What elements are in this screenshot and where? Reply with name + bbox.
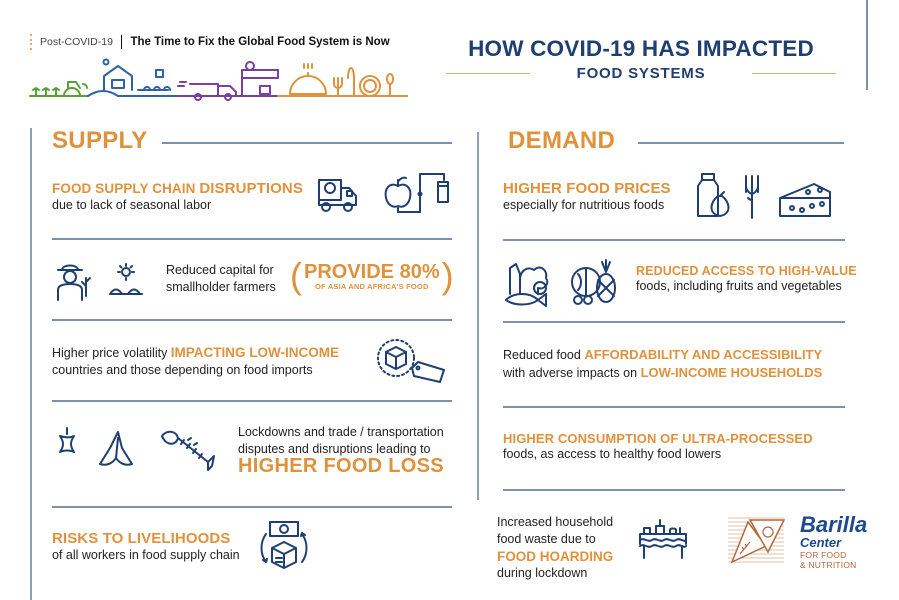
- series-label: Post-COVID-19: [40, 36, 113, 48]
- supply-item-capital: Reduced capital for smallholder farmers: [166, 262, 276, 296]
- body-part: Higher price volatility: [52, 346, 171, 360]
- callout-figure: PROVIDE 80%: [304, 260, 440, 283]
- body-line: food waste due to: [497, 532, 596, 546]
- demand-item-ultra-processed: HIGHER CONSUMPTION OF ULTRA-PROCESSED fo…: [503, 431, 813, 463]
- open-paren: (: [290, 255, 302, 296]
- body-line: Reduced capital for: [166, 263, 274, 277]
- demand-item-heading: HIGHER CONSUMPTION OF ULTRA-PROCESSED: [503, 431, 813, 446]
- demand-item-heading: HIGHER FOOD PRICES: [503, 180, 671, 197]
- demand-item-heading: REDUCED ACCESS TO HIGH-VALUE: [636, 264, 857, 278]
- farmer-icon: [57, 264, 91, 301]
- dots-decoration: [30, 34, 33, 50]
- supply-item-livelihoods: RISKS TO LIVELIHOODS of all workers in f…: [52, 530, 240, 564]
- box-price-tag-icon: [377, 339, 445, 383]
- cheese-icon: [779, 183, 831, 217]
- supply-item-body: of all workers in food supply chain: [52, 548, 240, 562]
- body-line: countries and those depending on food im…: [52, 363, 313, 377]
- supply-column-border: [30, 128, 32, 600]
- demand-item-body: foods, including fruits and vegetables: [636, 279, 842, 293]
- demand-title-rule: [638, 142, 844, 144]
- body-line: Lockdowns and trade / transportation: [238, 425, 444, 439]
- supply-item-heading: RISKS TO LIVELIHOODS: [52, 530, 231, 547]
- demand-item-access: REDUCED ACCESS TO HIGH-VALUE foods, incl…: [636, 264, 857, 295]
- provide-80-callout: ( PROVIDE 80% OF ASIA AND AFRICA'S FOOD …: [290, 258, 454, 294]
- fruits-pineapple-icon: [571, 259, 616, 305]
- heading-emphasis: DISRUPTIONS: [199, 180, 303, 197]
- vegetables-fish-icon: [505, 263, 549, 307]
- body-part: with adverse impacts on: [503, 366, 641, 380]
- highlight: HIGHER FOOD LOSS: [238, 455, 444, 477]
- logo-line3: FOR FOOD: [800, 550, 847, 560]
- divider: [52, 400, 452, 402]
- logo-brand: Barilla: [800, 512, 868, 537]
- barilla-emblem-icon: [728, 517, 786, 564]
- subtitle-rule-left: [446, 73, 530, 74]
- tagline: The Time to Fix the Global Food System i…: [130, 36, 390, 48]
- page-title: HOW COVID-19 HAS IMPACTED: [468, 36, 814, 61]
- overflowing-table-icon: [639, 519, 687, 559]
- supply-item-food-loss: Lockdowns and trade / transportation dis…: [238, 424, 444, 477]
- fish-bone-icon: [161, 430, 215, 471]
- supply-title: SUPPLY: [52, 127, 148, 154]
- heading-part: FOOD SUPPLY CHAIN: [52, 181, 200, 196]
- banana-peel-icon: [99, 431, 133, 466]
- demand-item-hoarding: Increased household food waste due to FO…: [497, 514, 613, 582]
- demand-item-affordability: Reduced food AFFORDABILITY AND ACCESSIBI…: [503, 346, 822, 382]
- highlight: AFFORDABILITY AND ACCESSIBILITY: [584, 347, 823, 362]
- apple-core-icon: [59, 427, 75, 453]
- demand-column-border: [477, 132, 479, 500]
- body-line: disputes and disruptions leading to: [238, 442, 431, 456]
- supply-item-disruptions: FOOD SUPPLY CHAIN DISRUPTIONS due to lac…: [52, 180, 303, 214]
- wheat-icon: [745, 175, 759, 219]
- right-edge-rule: [866, 0, 868, 90]
- divider: [503, 406, 845, 408]
- callout-caption: OF ASIA AND AFRICA'S FOOD: [315, 281, 429, 291]
- sun-sprouts-icon: [109, 263, 143, 295]
- header-topline: Post-COVID-19 The Time to Fix the Global…: [30, 34, 390, 50]
- money-box-cycle-icon: [260, 521, 308, 569]
- barilla-logo: Barilla Center FOR FOOD & NUTRITION: [800, 512, 868, 571]
- divider: [503, 489, 845, 491]
- subtitle-rule-right: [752, 73, 836, 74]
- divider: [503, 239, 845, 241]
- logo-line4: & NUTRITION: [800, 560, 857, 570]
- apple-to-carton-icon: [384, 173, 449, 213]
- page-subtitle: FOOD SYSTEMS: [576, 65, 706, 82]
- highlight: FOOD HOARDING: [497, 549, 614, 564]
- supply-item-volatility: Higher price volatility IMPACTING LOW-IN…: [52, 344, 339, 379]
- logo-line2: Center: [800, 535, 842, 550]
- body-part: Reduced food: [503, 348, 585, 362]
- subtitle-row: FOOD SYSTEMS: [446, 65, 836, 82]
- body-line: during lockdown: [497, 566, 588, 580]
- supply-item-heading: FOOD SUPPLY CHAIN DISRUPTIONS: [52, 180, 303, 197]
- supply-item-body: due to lack of seasonal labor: [52, 198, 212, 212]
- separator: [120, 35, 123, 49]
- highlight: LOW-INCOME HOUSEHOLDS: [640, 365, 823, 380]
- divider: [503, 321, 845, 323]
- food-chain-banner-icon: [29, 58, 408, 101]
- divider: [52, 319, 452, 321]
- highlight: IMPACTING LOW-INCOME: [170, 345, 340, 360]
- divider: [52, 506, 452, 508]
- truck-gear-icon: [318, 179, 357, 212]
- demand-item-body: especially for nutritious foods: [503, 198, 665, 212]
- demand-title: DEMAND: [508, 127, 616, 154]
- supply-title-rule: [162, 142, 452, 144]
- milk-pear-icon: [697, 173, 730, 217]
- demand-item-prices: HIGHER FOOD PRICES especially for nutrit…: [503, 180, 671, 214]
- body-line: smallholder farmers: [166, 280, 276, 294]
- demand-item-body: foods, as access to healthy food lowers: [503, 447, 722, 461]
- body-line: Increased household: [497, 515, 614, 529]
- divider: [52, 238, 452, 240]
- close-paren: ): [441, 255, 454, 296]
